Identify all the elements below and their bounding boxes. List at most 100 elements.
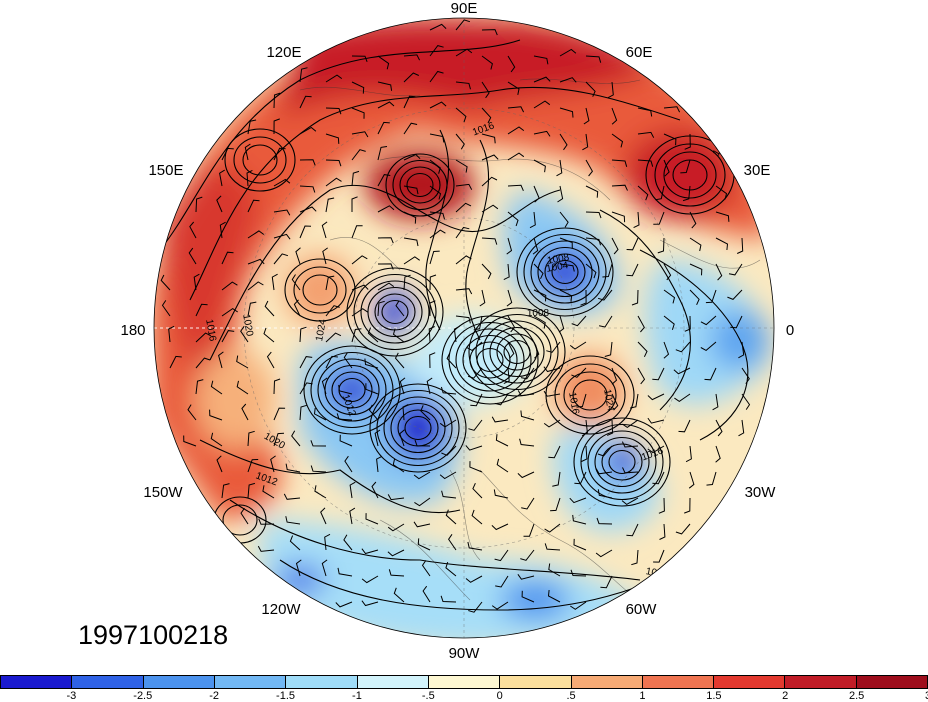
wind-barb <box>611 367 618 385</box>
wind-barb <box>689 237 702 252</box>
wind-barb <box>481 176 498 187</box>
wind-barb <box>325 275 335 291</box>
pressure-contour <box>455 328 525 392</box>
wind-barb <box>559 107 574 118</box>
wind-barb <box>325 133 340 144</box>
wind-barb <box>637 341 648 358</box>
wind-barb <box>495 434 509 447</box>
pressure-contour <box>229 499 641 581</box>
wind-barb <box>273 407 286 421</box>
longitude-label: 150E <box>148 162 183 179</box>
wind-barb <box>506 289 513 307</box>
wind-barb <box>622 419 639 429</box>
wind-barb <box>455 183 473 190</box>
wind-barb <box>558 315 565 333</box>
wind-barb <box>240 507 249 525</box>
colorbar-tick-label: -2 <box>209 690 220 702</box>
wind-barb <box>351 225 363 239</box>
wind-barb <box>289 535 301 551</box>
wind-barb <box>600 575 613 589</box>
wind-barb <box>684 497 691 514</box>
pressure-contour <box>293 266 347 314</box>
wind-barb <box>263 327 275 343</box>
wind-barb <box>597 445 613 457</box>
wind-barb <box>597 489 613 499</box>
wind-barb <box>338 384 353 395</box>
wind-barb <box>533 100 551 109</box>
wind-barb <box>299 356 313 369</box>
wind-barb <box>469 461 483 473</box>
wind-barb <box>351 81 365 94</box>
wind-barb <box>295 247 301 265</box>
wind-barb <box>611 237 619 255</box>
colorbar-box <box>357 676 429 688</box>
wind-barb <box>365 383 379 395</box>
wind-barb <box>663 263 672 281</box>
wind-barb <box>414 439 431 447</box>
longitude-label: 120W <box>261 601 301 618</box>
wind-barb <box>689 263 703 276</box>
wind-barb <box>429 101 447 109</box>
wind-barb <box>258 518 275 525</box>
contour-label: 1024 <box>601 388 616 412</box>
wind-barb <box>621 441 639 448</box>
wind-barb <box>447 534 457 551</box>
wind-barb <box>273 92 281 109</box>
longitude-label: 120E <box>266 44 301 61</box>
wind-barb <box>339 434 353 447</box>
wind-barb <box>262 485 275 499</box>
colorbar-box <box>143 676 215 688</box>
colorbar-box <box>286 676 358 688</box>
wind-barb <box>273 253 289 265</box>
wind-barb <box>491 523 509 531</box>
wind-barb <box>374 429 381 447</box>
wind-barb <box>402 403 409 421</box>
pressure-contour <box>425 129 450 331</box>
wind-barb <box>637 185 649 201</box>
pressure-contour <box>353 273 437 351</box>
colorbar <box>0 675 928 689</box>
wind-barb <box>736 237 744 254</box>
wind-barb <box>543 419 561 428</box>
wind-barb <box>441 490 457 499</box>
wind-barb <box>299 225 312 239</box>
wind-barb <box>299 185 316 193</box>
wind-barb <box>465 445 483 451</box>
colorbar-labels: -3 -2.5 -2 -1.5 -1 -.5 0 .5 1 1.5 2 2.5 3 <box>0 690 928 702</box>
wind-barb <box>266 351 275 369</box>
wind-barb <box>195 303 208 317</box>
wind-barb <box>653 211 665 225</box>
pressure-contour <box>465 139 490 341</box>
wind-barb <box>688 471 695 489</box>
wind-barb <box>403 185 419 195</box>
wind-barb <box>455 159 468 173</box>
wind-barb <box>622 467 639 474</box>
wind-barb <box>585 55 602 63</box>
wind-barb <box>569 341 587 350</box>
contour-label: 1012 <box>645 566 669 581</box>
wind-barb <box>264 300 275 317</box>
longitude-label: 60E <box>626 44 653 61</box>
wind-barb <box>533 76 551 83</box>
wind-barb <box>611 184 628 191</box>
wind-barb <box>218 351 224 369</box>
longitude-labels: 90E 60E 30E 0 30W 60W 90W 120W 150W 180 150E 120E <box>120 0 794 662</box>
contour-label: 1008 <box>527 308 550 319</box>
wind-barb <box>455 202 472 213</box>
wind-barb <box>293 299 301 317</box>
wind-barb <box>585 159 594 177</box>
wind-barb <box>291 274 301 291</box>
wind-barb <box>247 199 260 213</box>
wind-barb <box>455 315 471 324</box>
pressure-contour <box>608 449 636 475</box>
colorbar-tick-label: 1 <box>639 690 646 702</box>
wind-barb <box>582 133 589 151</box>
wind-barb <box>377 237 394 244</box>
wind-barb <box>393 587 405 603</box>
wind-barb <box>706 471 717 486</box>
wind-barb <box>491 416 509 423</box>
wind-barb <box>439 419 457 428</box>
wind-barb <box>550 497 561 512</box>
wind-barb <box>544 543 561 551</box>
wind-barb <box>715 263 723 281</box>
